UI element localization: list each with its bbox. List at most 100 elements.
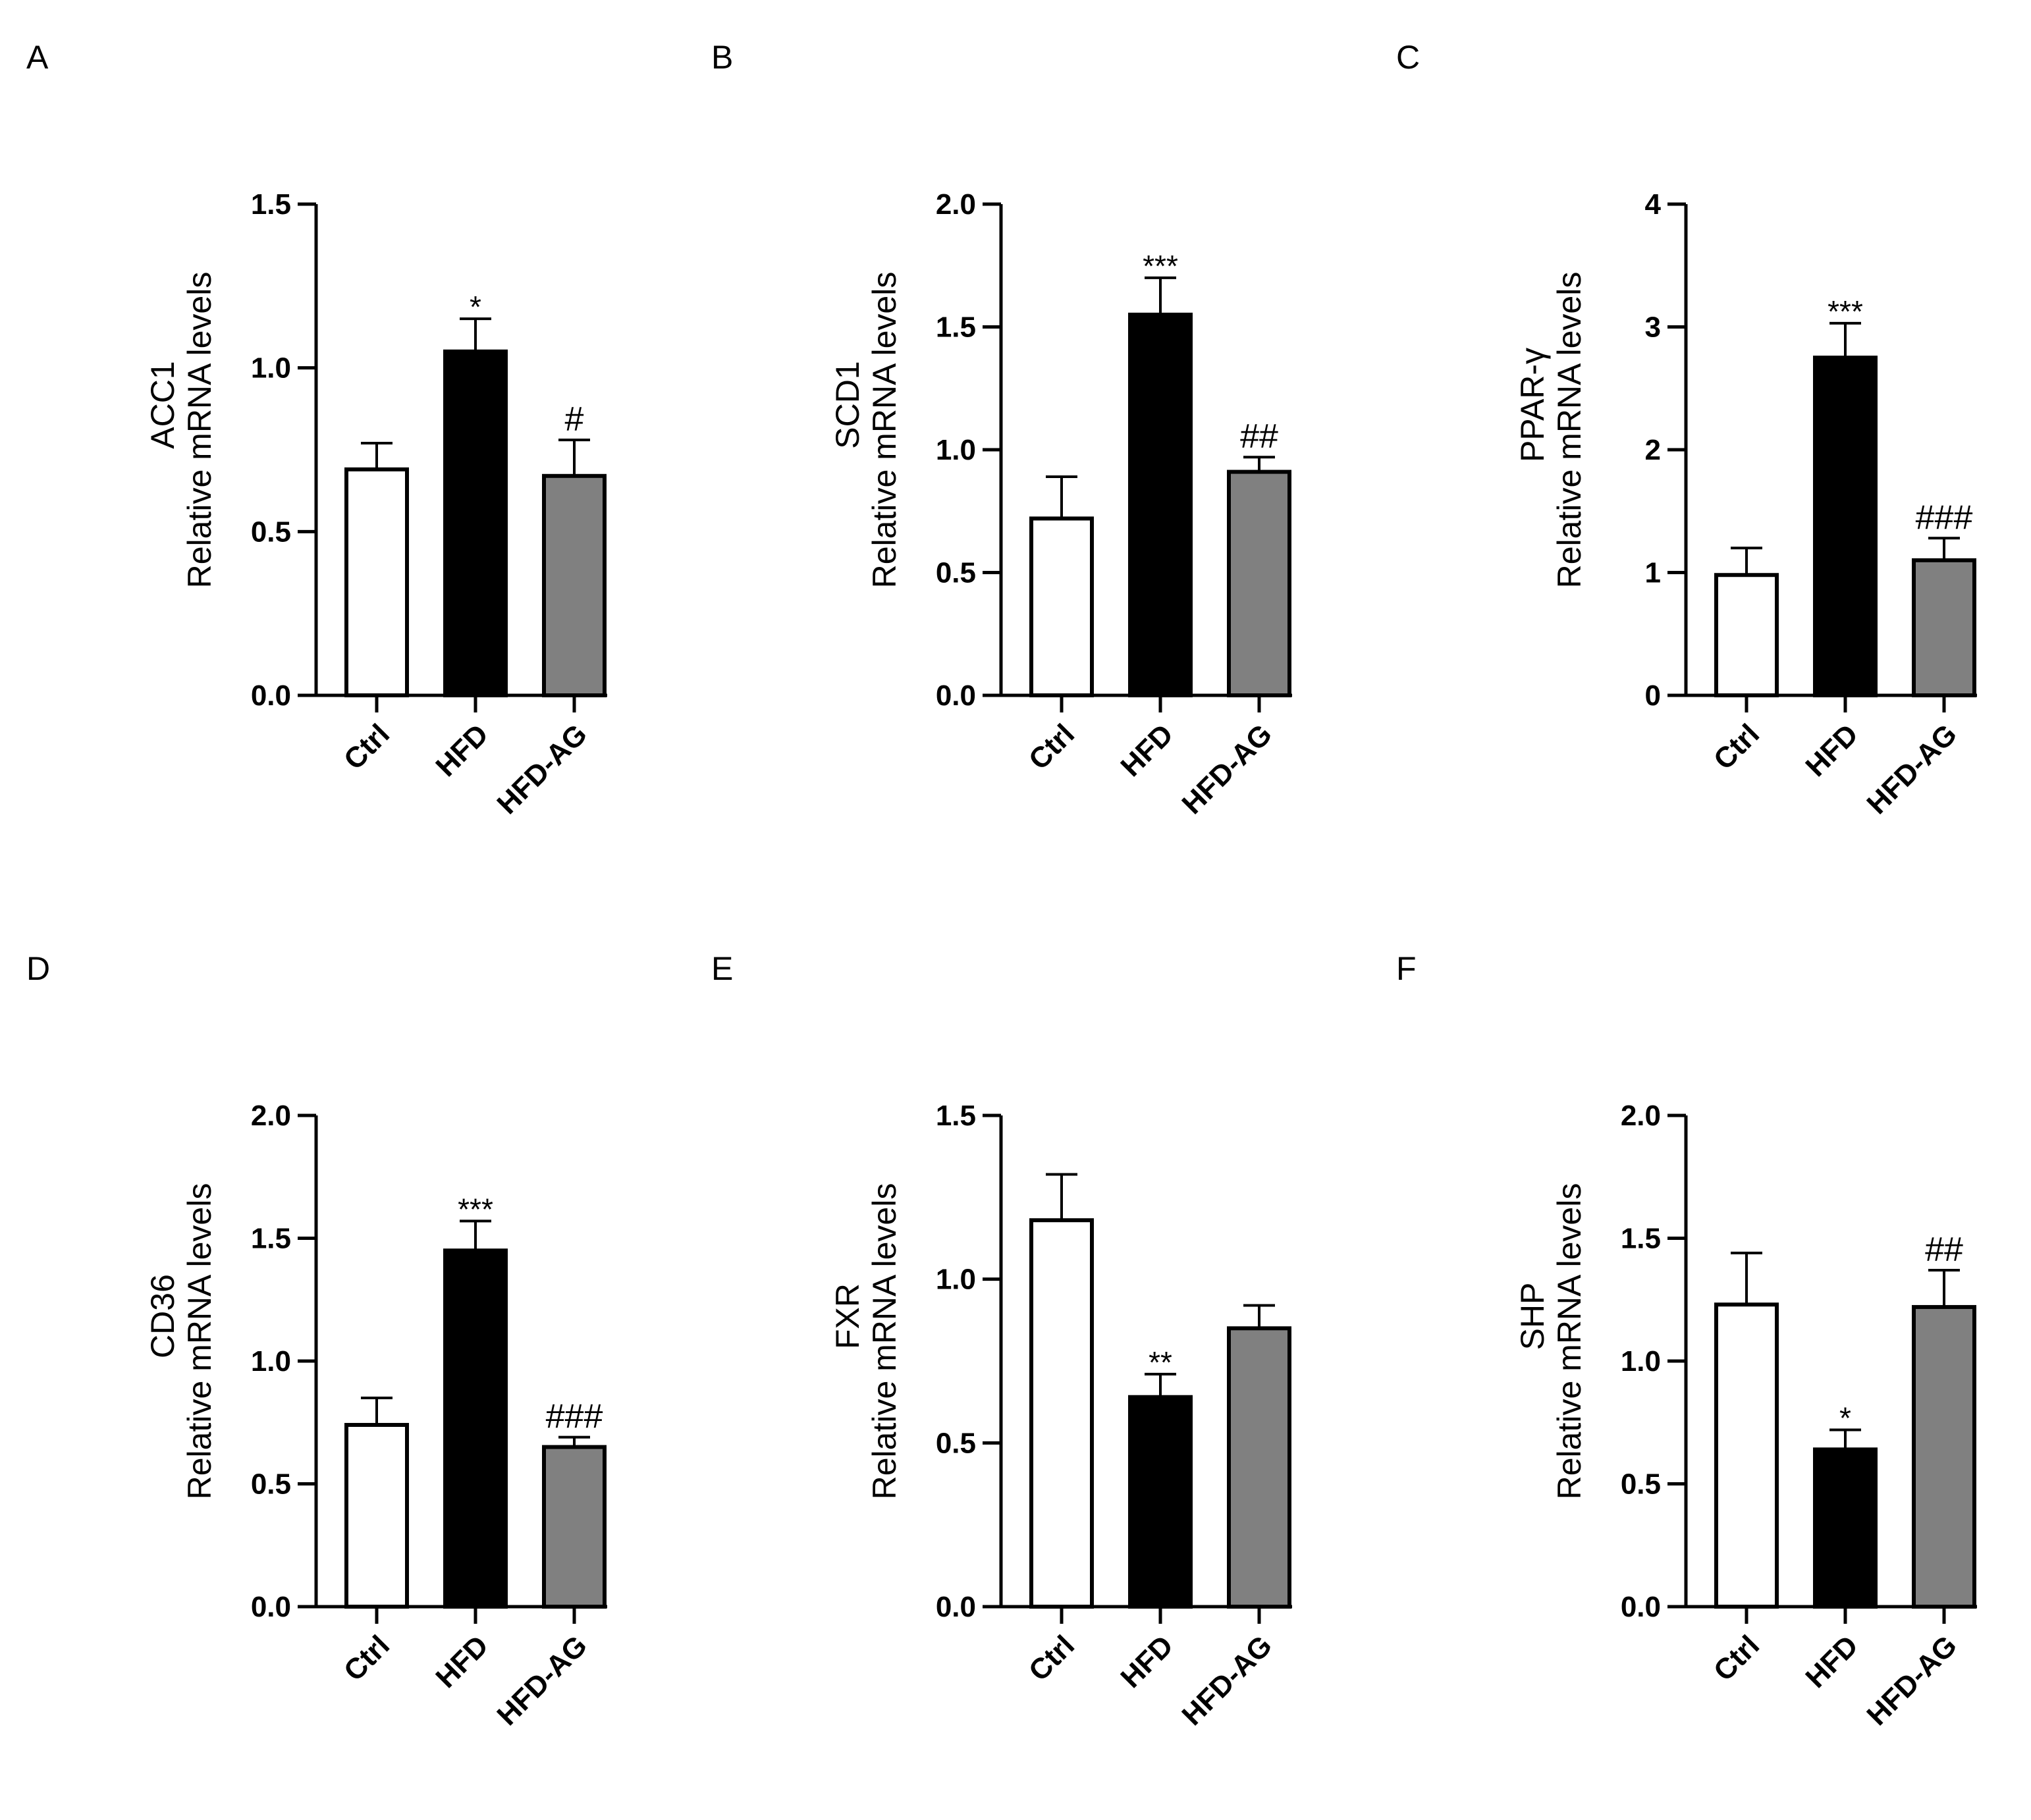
y-axis-gene-title: ACC1: [144, 361, 181, 448]
y-tick-label: 0.0: [936, 680, 976, 712]
y-tick-label: 2.0: [251, 1100, 291, 1132]
bar-hfd-ag: [544, 476, 605, 695]
y-axis-gene-title: SHP: [1514, 1283, 1551, 1351]
x-tick-label-hfd-ag: HFD-AG: [1860, 1629, 1963, 1732]
y-axis-gene-title: CD36: [144, 1274, 181, 1358]
x-tick-label-ctrl: Ctrl: [1708, 1629, 1766, 1687]
bar-ctrl: [1716, 1304, 1777, 1607]
bar-hfd: [445, 1250, 506, 1607]
y-tick-label: 1.5: [1621, 1223, 1661, 1255]
bar-hfd: [1815, 1449, 1876, 1607]
bar-hfd-ag: [544, 1447, 605, 1607]
y-axis-gene-title: SCD1: [829, 361, 866, 448]
panel-label: A: [26, 39, 49, 76]
y-tick-label: 0.5: [1621, 1468, 1661, 1501]
y-axis-title: Relative mRNA levels: [1551, 1183, 1588, 1500]
y-tick-label: 2: [1645, 434, 1661, 466]
y-tick-label: 1: [1645, 557, 1661, 589]
x-tick-label-hfd-ag: HFD-AG: [491, 1629, 593, 1732]
significance-annotation-hfd-ag: ###: [546, 1398, 603, 1436]
significance-annotation-hfd-ag: #: [565, 400, 584, 439]
bar-chart-d: D CD36 Relative mRNA levels 0.0 0.5 1.0 1.5 2.0…: [0, 911, 659, 1820]
bar-ctrl: [1031, 518, 1092, 695]
y-tick-label: 0.5: [251, 1468, 291, 1501]
y-tick-label: 0.0: [251, 680, 291, 712]
y-tick-label: 2.0: [1621, 1100, 1661, 1132]
y-tick-label: 1.0: [936, 1264, 976, 1296]
y-tick-label: 0.0: [936, 1591, 976, 1623]
panel-label: D: [26, 950, 50, 987]
y-axis-title: Relative mRNA levels: [181, 1183, 218, 1500]
significance-annotation-hfd-ag: ##: [1925, 1231, 1963, 1269]
bar-chart-c: C PPAR-γ Relative mRNA levels 0 1 2 3 4 Ctrl HFD *…: [1370, 0, 2028, 909]
x-tick-label-hfd-ag: HFD-AG: [1176, 1629, 1278, 1732]
x-tick-label-ctrl: Ctrl: [338, 718, 396, 776]
bar-hfd: [1130, 1397, 1191, 1607]
bar-ctrl: [346, 469, 407, 695]
x-tick-label-ctrl: Ctrl: [338, 1629, 396, 1687]
x-tick-label-ctrl: Ctrl: [1023, 718, 1081, 776]
y-tick-label: 0.5: [936, 557, 976, 589]
significance-annotation-hfd: ***: [1143, 249, 1178, 283]
x-tick-label-ctrl: Ctrl: [1708, 718, 1766, 776]
x-tick-label-hfd-ag: HFD-AG: [1860, 718, 1963, 820]
y-tick-label: 0.0: [1621, 1591, 1661, 1623]
panel-label: C: [1396, 39, 1420, 76]
x-tick-label-ctrl: Ctrl: [1023, 1629, 1081, 1687]
chart-panel-a: A ACC1 Relative mRNA levels 0.0 0.5 1.0 1.5 Ctr…: [0, 0, 659, 909]
significance-annotation-hfd: *: [470, 290, 481, 324]
y-axis-title: Relative mRNA levels: [866, 272, 903, 589]
x-tick-label-hfd: HFD: [429, 1629, 495, 1694]
chart-panel-e: E FXR Relative mRNA levels 0.0 0.5 1.0 1.5 Ctrl…: [685, 911, 1343, 1820]
bar-ctrl: [1031, 1220, 1092, 1607]
y-axis-title: Relative mRNA levels: [866, 1183, 903, 1500]
bar-hfd-ag: [1914, 560, 1974, 695]
significance-annotation-hfd: ***: [1828, 294, 1863, 329]
significance-annotation-hfd: ***: [458, 1192, 493, 1226]
y-axis-gene-title: FXR: [829, 1283, 866, 1349]
y-axis-gene-title: PPAR-γ: [1514, 348, 1551, 462]
bar-hfd-ag: [1229, 1328, 1289, 1607]
significance-annotation-hfd: *: [1839, 1401, 1851, 1435]
bar-hfd: [445, 352, 506, 695]
y-tick-label: 1.0: [251, 1345, 291, 1378]
y-axis-title: Relative mRNA levels: [1551, 272, 1588, 589]
y-tick-label: 3: [1645, 311, 1661, 344]
y-tick-label: 4: [1645, 188, 1662, 221]
y-tick-label: 1.5: [251, 188, 291, 221]
y-tick-label: 1.0: [1621, 1345, 1661, 1378]
y-axis-title: Relative mRNA levels: [181, 272, 218, 589]
x-tick-label-hfd-ag: HFD-AG: [1176, 718, 1278, 820]
chart-panel-f: F SHP Relative mRNA levels 0.0 0.5 1.0 1.5 2.0 C…: [1370, 911, 2028, 1820]
x-tick-label-hfd-ag: HFD-AG: [491, 718, 593, 820]
chart-panel-d: D CD36 Relative mRNA levels 0.0 0.5 1.0 1.5 2.0…: [0, 911, 659, 1820]
panel-label: F: [1396, 950, 1417, 987]
chart-panel-c: C PPAR-γ Relative mRNA levels 0 1 2 3 4 Ctrl HFD *…: [1370, 0, 2028, 909]
significance-annotation-hfd-ag: ##: [1240, 417, 1278, 456]
x-tick-label-hfd: HFD: [429, 718, 495, 783]
bar-chart-f: F SHP Relative mRNA levels 0.0 0.5 1.0 1.5 2.0 C…: [1370, 911, 2028, 1820]
y-tick-label: 0.5: [936, 1427, 976, 1459]
y-tick-label: 1.5: [251, 1223, 291, 1255]
bar-hfd: [1130, 315, 1191, 695]
bar-chart-a: A ACC1 Relative mRNA levels 0.0 0.5 1.0 1.5 Ctr…: [0, 0, 659, 909]
panel-label: B: [711, 39, 733, 76]
y-tick-label: 1.0: [251, 352, 291, 385]
y-tick-label: 0.5: [251, 516, 291, 548]
x-tick-label-hfd: HFD: [1114, 718, 1179, 783]
y-tick-label: 0.0: [251, 1591, 291, 1623]
bar-ctrl: [346, 1425, 407, 1607]
bar-chart-e: E FXR Relative mRNA levels 0.0 0.5 1.0 1.5 Ctrl…: [685, 911, 1343, 1820]
x-tick-label-hfd: HFD: [1799, 718, 1864, 783]
y-tick-label: 2.0: [936, 188, 976, 221]
bar-hfd: [1815, 358, 1876, 695]
y-tick-label: 0: [1645, 680, 1661, 712]
bar-hfd-ag: [1229, 472, 1289, 695]
bar-ctrl: [1716, 575, 1777, 695]
significance-annotation-hfd: **: [1149, 1345, 1172, 1379]
bar-chart-b: B SCD1 Relative mRNA levels 0.0 0.5 1.0 1.5 2.0…: [685, 0, 1343, 909]
panel-label: E: [711, 950, 733, 987]
x-tick-label-hfd: HFD: [1114, 1629, 1179, 1694]
x-tick-label-hfd: HFD: [1799, 1629, 1864, 1694]
chart-panel-b: B SCD1 Relative mRNA levels 0.0 0.5 1.0 1.5 2.0…: [685, 0, 1343, 909]
